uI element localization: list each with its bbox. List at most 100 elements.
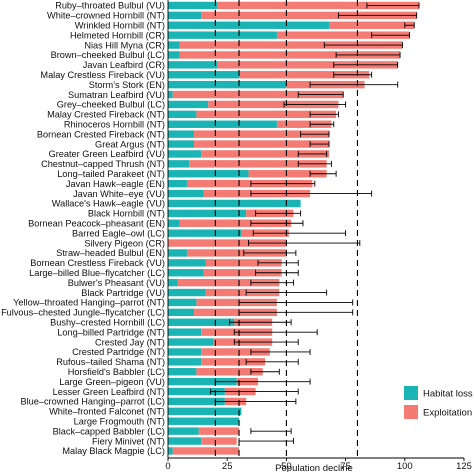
bar-habitat-loss	[168, 61, 218, 69]
category-label: Large Frogmouth (NT)	[74, 416, 165, 426]
legend-label-habitat-loss: Habitat loss	[423, 389, 473, 400]
bar-exploitation	[198, 427, 240, 435]
bar-habitat-loss	[168, 229, 242, 237]
bar-habitat-loss	[168, 179, 187, 188]
bar-habitat-loss	[168, 1, 218, 10]
category-label: Malay Crested Fireback (NT)	[47, 110, 165, 120]
bar-exploitation	[208, 100, 339, 109]
bar-habitat-loss	[168, 298, 197, 307]
bar-habitat-loss	[168, 368, 197, 376]
category-label: Javan Leafbird (CR)	[83, 60, 165, 70]
bar-exploitation	[196, 110, 337, 119]
bar-habitat-loss	[168, 100, 209, 109]
bar-habitat-loss	[168, 110, 197, 119]
category-label: Crested Partridge (NT)	[72, 347, 165, 357]
bar-habitat-loss	[168, 358, 202, 366]
x-tick-label: 0	[165, 461, 170, 472]
bar-habitat-loss	[168, 31, 277, 39]
bar-exploitation	[217, 61, 398, 69]
legend-swatch-habitat-loss	[404, 386, 418, 400]
category-label: Bulwer's Pheasant (VU)	[68, 278, 165, 288]
category-label: Black Partridge (VU)	[81, 288, 165, 298]
bar-habitat-loss	[168, 447, 173, 455]
bar-habitat-loss	[168, 249, 187, 257]
bar-exploitation	[201, 348, 270, 356]
category-label: Bushy–crested Hornbill (LC)	[50, 317, 165, 327]
category-label: Fiery Minivet (NT)	[92, 436, 165, 446]
category-label: Fulvous–chested Jungle–flycatcher (LC)	[1, 308, 165, 318]
bar-exploitation	[239, 71, 370, 79]
bar-habitat-loss	[168, 338, 213, 346]
category-label: Chestnut–capped Thrush (NT)	[41, 159, 165, 169]
bar-exploitation	[201, 150, 330, 158]
category-label: Blue–crowned Hanging–parrot (LC)	[20, 397, 165, 407]
category-label: Storm's Stork (EN)	[89, 80, 165, 90]
bar-exploitation	[276, 31, 410, 39]
category-label: Long–billed Partridge (NT)	[57, 327, 165, 337]
category-label: Malay Crestless Fireback (VU)	[40, 70, 165, 80]
bar-habitat-loss	[168, 71, 240, 79]
bar-habitat-loss	[168, 387, 225, 396]
x-tick-label: 75	[340, 461, 351, 472]
bar-habitat-loss	[168, 397, 225, 406]
bar-habitat-loss	[168, 377, 237, 386]
bar-exploitation	[189, 160, 327, 168]
category-label: Rufous–tailed Shama (NT)	[56, 357, 165, 367]
category-label: Lesser Green Leafbird (NT)	[53, 387, 165, 397]
category-label: Black Hornbill (NT)	[88, 209, 165, 219]
category-label: Wallace's Hawk–eagle (VU)	[52, 199, 165, 209]
bar-habitat-loss	[168, 437, 202, 445]
category-labels: Ruby–throated Bulbul (VU)White–crowned H…	[1, 1, 165, 456]
bar-exploitation	[194, 130, 330, 138]
bars	[168, 1, 420, 455]
bar-exploitation	[179, 219, 292, 227]
category-label: Bornean Peacock–pheasant (EN)	[28, 218, 165, 228]
category-label: Yellow–throated Hanging–parrot (NT)	[13, 298, 165, 308]
bar-habitat-loss	[168, 160, 190, 168]
bar-exploitation	[177, 278, 280, 287]
bar-habitat-loss	[168, 269, 204, 277]
bar-habitat-loss	[168, 417, 240, 425]
bar-exploitation	[168, 239, 287, 247]
category-label: Javan White–eye (VU)	[73, 189, 165, 199]
category-label: Greater Green Leafbird (VU)	[49, 149, 165, 159]
bar-exploitation	[172, 447, 240, 455]
bar-exploitation	[172, 90, 344, 99]
bar-habitat-loss	[168, 51, 180, 59]
bar-habitat-loss	[168, 170, 249, 178]
x-tick-label: 100	[397, 461, 413, 472]
bar-exploitation	[194, 308, 277, 317]
category-label: Brown–cheeked Bulbul (LC)	[51, 50, 165, 60]
bar-exploitation	[203, 269, 282, 277]
bar-habitat-loss	[168, 80, 287, 89]
category-label: Silvery Pigeon (CR)	[84, 238, 165, 248]
category-label: Barred Eagle–owl (LC)	[72, 228, 165, 238]
error-bars	[210, 2, 420, 445]
bar-habitat-loss	[168, 259, 206, 267]
bar-exploitation	[201, 437, 237, 445]
category-label: Crested Jay (NT)	[95, 337, 165, 347]
legend: Habitat loss Exploitation	[404, 386, 473, 419]
category-label: Long–tailed Parakeet (NT)	[57, 169, 165, 179]
bar-habitat-loss	[168, 348, 202, 356]
bar-habitat-loss	[168, 209, 247, 218]
category-label: Ruby–throated Bulbul (VU)	[55, 1, 165, 11]
bar-exploitation	[205, 259, 282, 267]
bar-exploitation	[276, 120, 332, 128]
bar-habitat-loss	[168, 90, 173, 99]
category-label: Grey–cheeked Bulbul (LC)	[57, 100, 165, 110]
category-label: White–crowned Hornbill (NT)	[47, 11, 165, 21]
bar-habitat-loss	[168, 308, 195, 317]
category-label: Horsfield's Babbler (LC)	[68, 367, 165, 377]
bar-habitat-loss	[168, 11, 202, 20]
bar-habitat-loss	[168, 120, 277, 128]
category-label: White–fronted Falconet (NT)	[49, 407, 165, 417]
bar-habitat-loss	[168, 407, 242, 416]
category-label: Wrinkled Hornbill (NT)	[75, 20, 165, 30]
category-label: Rhinoceros Hornbill (NT)	[64, 119, 165, 129]
bar-habitat-loss	[168, 130, 195, 138]
bar-exploitation	[201, 11, 417, 20]
bar-habitat-loss	[168, 427, 199, 435]
bar-habitat-loss	[168, 219, 180, 227]
